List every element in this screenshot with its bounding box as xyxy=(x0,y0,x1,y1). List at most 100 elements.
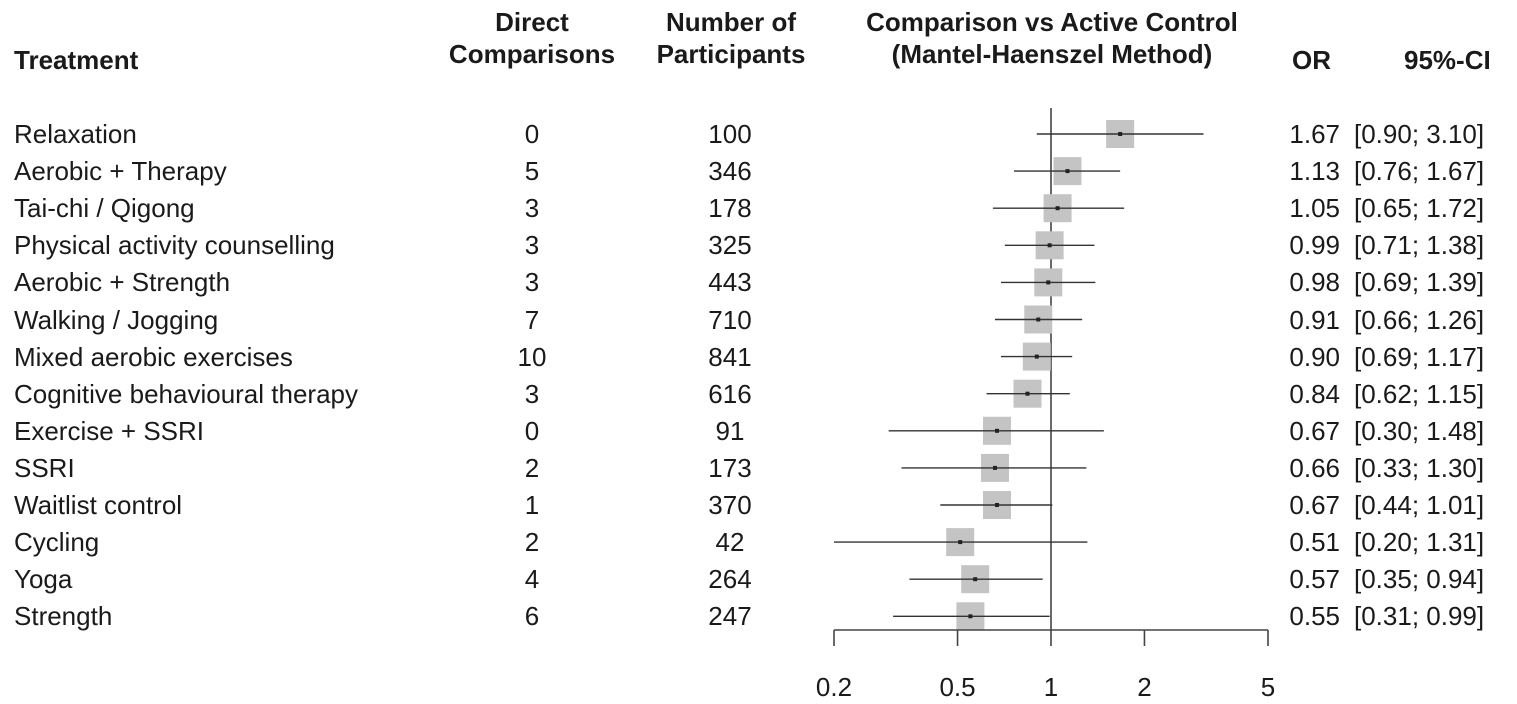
ci-value: [0.76; 1.67] xyxy=(1354,156,1485,187)
or-point-11 xyxy=(995,503,1000,507)
direct-comparisons-value: 10 xyxy=(517,341,547,372)
ci-value: [0.31; 0.99] xyxy=(1354,601,1485,632)
header-comparison: Comparison vs Active Control (Mantel-Hae… xyxy=(828,6,1276,70)
direct-comparisons-value: 3 xyxy=(524,193,540,224)
or-value: 1.67 xyxy=(1289,119,1340,149)
direct-comparisons-value: 3 xyxy=(524,378,540,409)
table-row: Tai-chi / Qigong 3 178 1.05 [0.65; 1.72] xyxy=(0,190,1517,227)
header-direct-line1: Direct xyxy=(495,7,569,37)
header-treatment: Treatment xyxy=(14,45,139,75)
or-point-6 xyxy=(1036,317,1041,322)
table-row: Relaxation 0 100 1.67 [0.90; 3.10] xyxy=(0,116,1517,153)
table-row: Walking / Jogging 7 710 0.91 [0.66; 1.26] xyxy=(0,302,1517,339)
treatment-name: Strength xyxy=(14,601,113,632)
header-participants-line2: Participants xyxy=(656,39,806,69)
or-point-8 xyxy=(1025,391,1030,396)
treatment-name: Physical activity counselling xyxy=(14,230,335,261)
ci-value: [0.66; 1.26] xyxy=(1354,304,1485,335)
ci-value: [0.20; 1.31] xyxy=(1354,527,1485,558)
treatment-name: Cognitive behavioural therapy xyxy=(14,378,358,409)
participants-value: 346 xyxy=(708,156,752,187)
participants-value: 325 xyxy=(708,230,752,261)
participants-value: 91 xyxy=(715,415,745,446)
or-point-13 xyxy=(973,577,978,582)
ci-value: [0.30; 1.48] xyxy=(1354,415,1485,446)
or-value: 0.84 xyxy=(1289,378,1340,409)
treatment-name: Waitlist control xyxy=(14,490,183,520)
table-row: Strength 6 247 0.55 [0.31; 0.99] xyxy=(0,598,1517,635)
or-point-9 xyxy=(995,428,1000,433)
x-tick-label-2: 0.5 xyxy=(939,672,975,702)
participants-value: 100 xyxy=(708,119,752,149)
or-value: 0.90 xyxy=(1289,341,1340,372)
table-row: Yoga 4 264 0.57 [0.35; 0.94] xyxy=(0,561,1517,598)
or-value: 0.99 xyxy=(1289,230,1340,261)
participants-value: 710 xyxy=(708,304,752,335)
or-point-3 xyxy=(1055,206,1060,211)
header-or: OR xyxy=(1292,45,1331,75)
direct-comparisons-value: 2 xyxy=(524,452,540,483)
or-value: 0.57 xyxy=(1289,564,1340,595)
header-direct-comparisons: Direct Comparisons xyxy=(442,6,622,70)
table-row: Cycling 2 42 0.51 [0.20; 1.31] xyxy=(0,524,1517,561)
ci-value: [0.33; 1.30] xyxy=(1354,452,1485,483)
header-participants-line1: Number of xyxy=(666,7,796,37)
or-point-2 xyxy=(1065,169,1070,174)
table-row: Physical activity counselling 3 325 0.99 [0.… xyxy=(0,227,1517,264)
ci-value: [0.90; 3.10] xyxy=(1354,119,1485,149)
direct-comparisons-value: 0 xyxy=(524,415,540,446)
direct-comparisons-value: 2 xyxy=(524,527,540,558)
or-value: 0.55 xyxy=(1289,601,1340,632)
x-tick-label-4: 2 xyxy=(1137,672,1151,702)
or-point-14 xyxy=(968,614,973,619)
ci-value: [0.71; 1.38] xyxy=(1354,230,1485,261)
x-tick-label-3: 1 xyxy=(1044,672,1058,702)
participants-value: 247 xyxy=(708,601,752,632)
table-row: Exercise + SSRI 0 91 0.67 [0.30; 1.48] xyxy=(0,413,1517,450)
header-comparison-line1: Comparison vs Active Control xyxy=(866,7,1238,37)
table-row: Cognitive behavioural therapy 3 616 0.84 [0.… xyxy=(0,376,1517,413)
or-value: 0.51 xyxy=(1289,527,1340,558)
ci-value: [0.44; 1.01] xyxy=(1354,490,1485,520)
treatment-name: Walking / Jogging xyxy=(14,304,219,335)
participants-value: 264 xyxy=(708,564,752,595)
or-value: 0.91 xyxy=(1289,304,1340,335)
direct-comparisons-value: 6 xyxy=(524,601,540,632)
header-direct-line2: Comparisons xyxy=(448,39,616,69)
direct-comparisons-value: 3 xyxy=(524,230,540,261)
participants-value: 370 xyxy=(708,490,752,520)
x-tick-label-5: 5 xyxy=(1261,672,1275,702)
table-row: Mixed aerobic exercises 10 841 0.90 [0.69; 1… xyxy=(0,339,1517,376)
or-point-4 xyxy=(1047,243,1052,248)
header-number-of-participants: Number of Participants xyxy=(640,6,822,70)
or-value: 0.67 xyxy=(1289,415,1340,446)
treatment-name: Yoga xyxy=(14,564,73,595)
or-point-10 xyxy=(992,465,997,470)
participants-value: 616 xyxy=(708,378,752,409)
participants-value: 178 xyxy=(708,193,752,224)
treatment-name: Aerobic + Strength xyxy=(14,267,231,298)
treatment-name: Exercise + SSRI xyxy=(14,415,205,446)
or-value: 1.13 xyxy=(1289,156,1340,187)
direct-comparisons-value: 0 xyxy=(524,119,540,149)
treatment-name: SSRI xyxy=(14,452,75,483)
ci-value: [0.69; 1.39] xyxy=(1354,267,1485,298)
direct-comparisons-value: 4 xyxy=(524,564,540,595)
participants-value: 173 xyxy=(708,452,752,483)
direct-comparisons-value: 3 xyxy=(524,267,540,298)
or-value: 0.66 xyxy=(1289,452,1340,483)
or-point-1 xyxy=(1118,132,1123,136)
direct-comparisons-value: 1 xyxy=(524,490,540,520)
treatment-name: Relaxation xyxy=(14,119,137,149)
ci-value: [0.65; 1.72] xyxy=(1354,193,1485,224)
or-value: 1.05 xyxy=(1289,193,1340,224)
ci-value: [0.62; 1.15] xyxy=(1354,378,1485,409)
treatment-name: Mixed aerobic exercises xyxy=(14,341,293,372)
treatment-name: Tai-chi / Qigong xyxy=(14,193,195,224)
header-comparison-line2: (Mantel-Haenszel Method) xyxy=(891,39,1213,69)
direct-comparisons-value: 7 xyxy=(524,304,540,335)
or-value: 0.98 xyxy=(1289,267,1340,298)
or-point-7 xyxy=(1034,354,1039,359)
x-tick-label-1: 0.2 xyxy=(816,672,852,702)
